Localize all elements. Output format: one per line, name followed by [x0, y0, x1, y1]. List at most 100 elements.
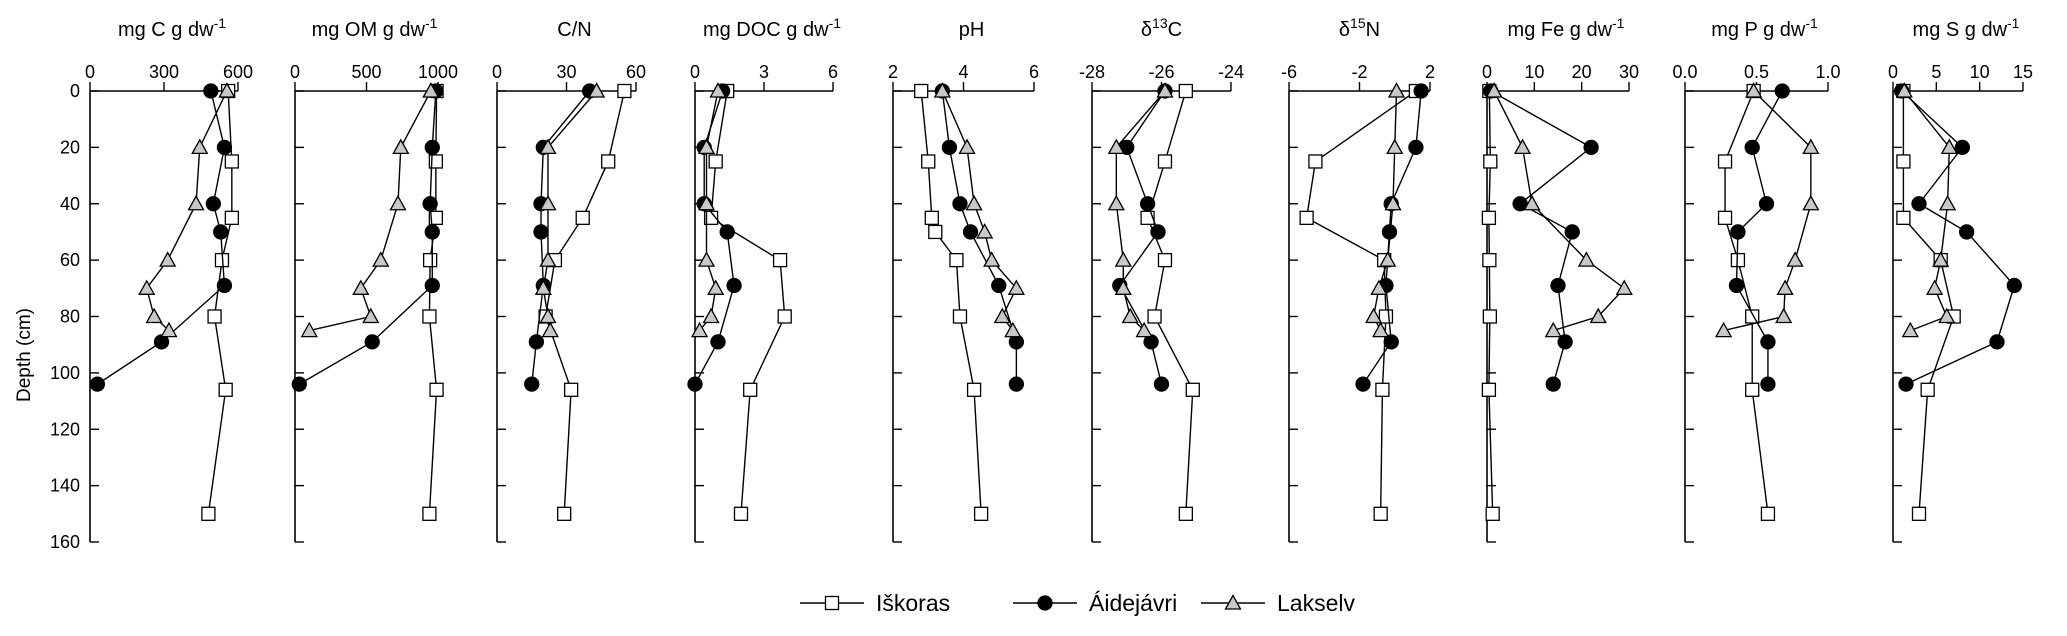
data-point [1355, 376, 1371, 392]
data-point [533, 224, 549, 240]
data-point [991, 277, 1007, 294]
data-point [224, 210, 239, 225]
data-point [422, 252, 438, 268]
x-tick-label: 1.0 [1815, 62, 1840, 82]
data-point [1744, 139, 1760, 156]
data-point [1483, 154, 1498, 169]
data-point [1717, 210, 1733, 225]
data-point [1745, 382, 1760, 397]
data-point [1802, 138, 1820, 155]
data-point [719, 224, 735, 240]
data-point [1959, 224, 1975, 240]
data-point [952, 309, 968, 324]
data-point [1384, 194, 1402, 211]
data-point [1940, 138, 1958, 155]
panel-pH: 2 4 6 pH [888, 19, 1039, 543]
data-point [216, 139, 233, 156]
data-point [1920, 382, 1935, 397]
panel-d13C: -28 -26 -24 δ13C [1079, 15, 1244, 543]
data-point [1760, 376, 1776, 392]
data-point [539, 138, 557, 155]
data-point [697, 194, 716, 211]
x-tick-label: 10 [1524, 62, 1544, 82]
data-point [1408, 139, 1424, 156]
data-point [1776, 279, 1794, 295]
data-point [1372, 321, 1390, 338]
data-point [539, 194, 557, 211]
panel-title: pH [959, 19, 985, 41]
y-tick-label: 100 [50, 363, 80, 383]
y-tick-label: 0 [70, 81, 80, 101]
data-point [1370, 279, 1388, 295]
data-point [291, 376, 307, 392]
x-tick-label: 0 [492, 62, 502, 82]
data-point [1157, 154, 1173, 169]
data-point [539, 251, 557, 267]
data-point [726, 277, 742, 294]
panel-title: mg OM g dw-1 [312, 15, 438, 41]
data-point [205, 196, 221, 212]
series-line [1902, 91, 1955, 514]
panel-title: mg P g dw-1 [1711, 15, 1818, 41]
x-tick-label: 10 [1970, 62, 1990, 82]
data-point [1383, 334, 1399, 350]
y-tick-label: 60 [60, 250, 80, 270]
x-tick-label: 6 [828, 62, 838, 82]
x-tick-label: -2 [1351, 62, 1367, 82]
data-point [203, 83, 219, 99]
data-point [976, 223, 994, 239]
data-point [1482, 309, 1497, 324]
series-triangle [1895, 82, 1958, 338]
data-point [1589, 307, 1607, 324]
data-point [1373, 506, 1388, 521]
series-triangle [300, 82, 440, 338]
data-point [1745, 82, 1763, 98]
data-point [424, 277, 440, 294]
data-point [159, 251, 177, 267]
x-tick-label: 0 [1888, 62, 1898, 82]
y-tick-label: 140 [50, 476, 80, 496]
data-point [601, 154, 616, 169]
data-point [1758, 196, 1775, 212]
series-circle [1112, 83, 1173, 392]
data-point [424, 224, 440, 240]
data-point [733, 506, 749, 521]
x-tick-label: 0 [690, 62, 700, 82]
data-point [1150, 224, 1166, 240]
panel-S: 0 5 10 15 mg S g dw-1 [1888, 15, 2033, 543]
data-point [973, 506, 989, 521]
panel-title: mg DOC g dw-1 [703, 15, 841, 41]
data-point [1898, 376, 1914, 392]
x-tick-label: 4 [958, 62, 968, 82]
data-point [1481, 210, 1497, 225]
data-point [1564, 224, 1580, 240]
data-point [933, 82, 951, 98]
data-point [1577, 251, 1596, 267]
data-point [1387, 82, 1406, 98]
data-point [1299, 210, 1314, 225]
x-tick-label: 5 [1931, 62, 1941, 82]
panel-d15N: -6 -2 2 δ15N [1281, 15, 1435, 543]
data-point [362, 307, 380, 324]
data-point [687, 376, 703, 392]
data-point [707, 279, 725, 295]
x-tick-label: 500 [351, 62, 381, 82]
x-tick-label: -28 [1079, 62, 1105, 82]
data-point [709, 82, 727, 98]
data-point [1139, 196, 1156, 212]
data-point [428, 154, 444, 169]
x-tick-label: -24 [1218, 62, 1244, 82]
data-point [1715, 321, 1733, 338]
data-point [429, 382, 444, 397]
data-point [1481, 382, 1497, 397]
data-point [422, 82, 440, 98]
legend-item: Áidejávri [1013, 590, 1177, 616]
data-point [1545, 376, 1561, 392]
data-point [1135, 321, 1153, 338]
series-triangle [690, 82, 727, 338]
data-point [777, 309, 792, 324]
x-tick-label: 30 [1619, 62, 1639, 82]
data-point [1157, 252, 1173, 268]
data-point [422, 506, 437, 521]
